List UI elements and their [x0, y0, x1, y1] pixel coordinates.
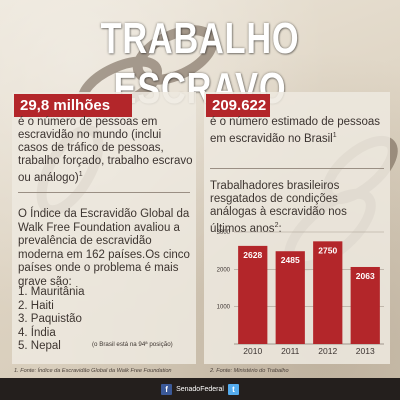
list-item: 5. Nepal [18, 340, 61, 353]
brazil-slavery-stat: 209.622 [206, 94, 270, 117]
list-item: 1. Mauritânia [18, 286, 85, 298]
country-list: 1. Mauritânia 2. Haiti 3. Paquistão 4. Í… [18, 286, 194, 354]
right-divider [210, 168, 384, 169]
world-slavery-stat: 29,8 milhões [14, 94, 132, 117]
x-tick-label: 2013 [356, 346, 375, 356]
left-divider [18, 192, 190, 193]
world-stat-description: é o número de pessoas em escravidão no m… [18, 116, 193, 184]
y-tick-label: 1000 [217, 305, 231, 311]
bar [313, 241, 343, 344]
x-tick-label: 2010 [243, 346, 262, 356]
x-tick-label: 2011 [281, 346, 300, 356]
bar [275, 251, 305, 344]
global-index-text: O Índice da Escravidão Global da Walk Fr… [18, 208, 190, 288]
list-item: 4. Índia [18, 326, 56, 339]
data-label: 2063 [356, 271, 375, 281]
senado-federal-logo: f SenadoFederal t [161, 383, 239, 395]
data-label: 2750 [318, 245, 337, 255]
facebook-icon[interactable]: f [161, 383, 173, 395]
rescued-workers-chart: 1000 2000 3000 2628 2010 2485 2011 2750 2012 2063… [217, 230, 384, 356]
footnote-left: 1. Fonte: Índice da Escravidão Global da… [14, 368, 172, 374]
left-panel [12, 92, 196, 364]
footnote-right: 2. Fonte: Ministério do Trabalho [210, 368, 289, 374]
y-tick-label: 2000 [217, 267, 231, 273]
footnote-ref: 1 [78, 171, 83, 178]
brazil-rank-note: (o Brasil está na 94ª posição) [92, 341, 173, 348]
footer-bar: f SenadoFederal t [0, 378, 400, 400]
list-item: 2. Haiti [18, 299, 54, 312]
x-tick-label: 2012 [318, 346, 337, 356]
twitter-icon[interactable]: t [227, 383, 239, 395]
bar [238, 245, 268, 344]
y-tick-label: 3000 [217, 230, 231, 236]
footnote-ref: 1 [332, 132, 337, 139]
brazil-stat-description: é o número estimado de pessoas em escrav… [210, 116, 381, 145]
bar [350, 266, 380, 344]
brand-name: SenadoFederal [176, 385, 224, 393]
list-item: 3. Paquistão [18, 313, 82, 326]
data-label: 2628 [243, 250, 262, 260]
footnote-ref: 2 [274, 222, 279, 229]
data-label: 2485 [281, 255, 300, 265]
